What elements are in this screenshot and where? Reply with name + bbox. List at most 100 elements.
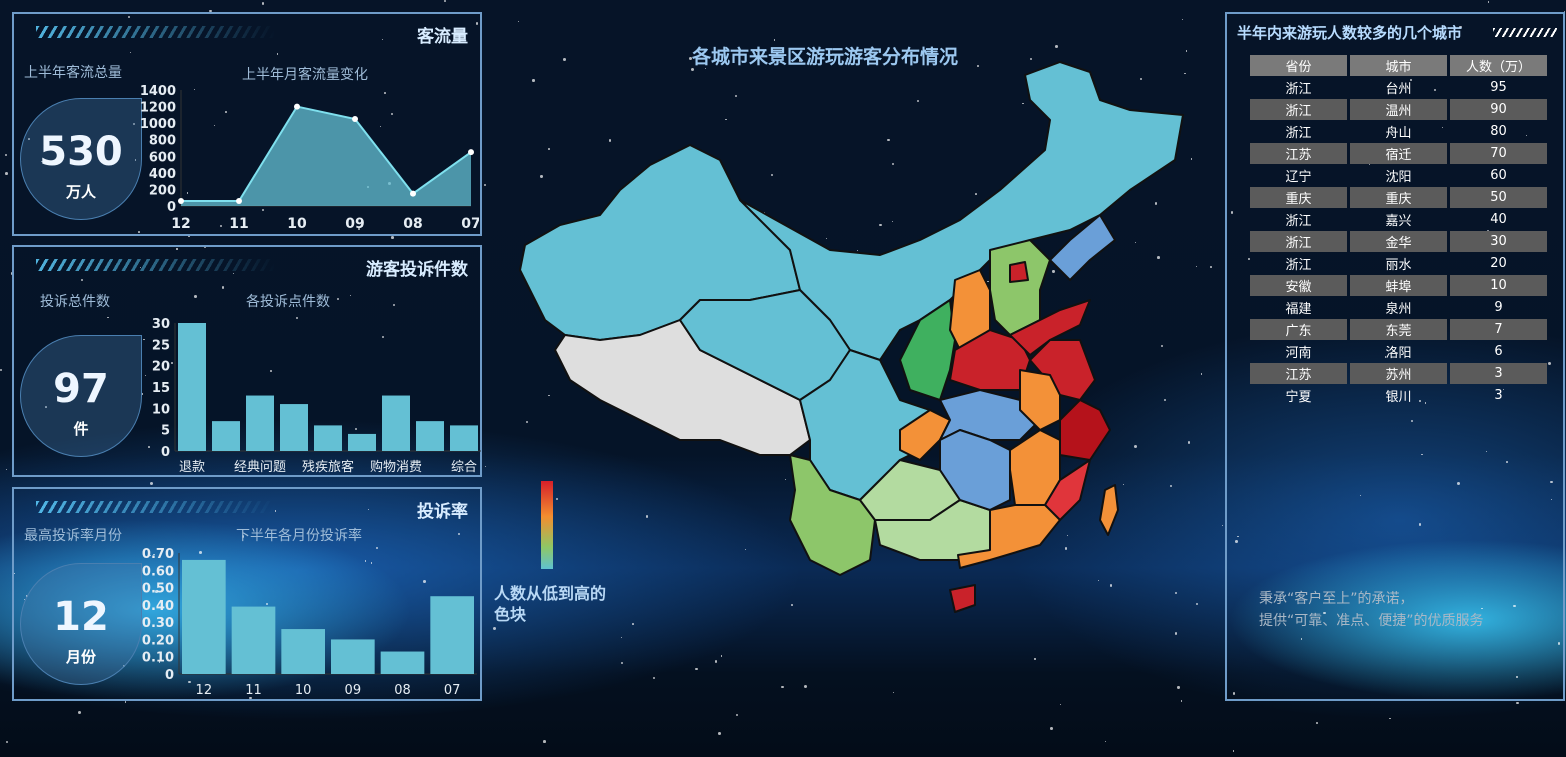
table-row: 浙江 嘉兴 40 (1250, 209, 1547, 230)
map-title: 各城市来景区游玩游客分布情况 (691, 46, 958, 68)
star (1175, 592, 1178, 595)
data-point (294, 103, 300, 110)
stripe-decoration (36, 26, 276, 38)
star (155, 589, 158, 593)
star (799, 59, 802, 62)
table-cell: 广东 (1250, 319, 1347, 340)
data-point (236, 198, 242, 205)
total-value: 97 (53, 366, 109, 412)
star (987, 280, 989, 283)
total-value: 530 (39, 129, 123, 175)
table-cell: 沈阳 (1385, 170, 1412, 185)
star (1022, 102, 1024, 105)
star (856, 250, 858, 252)
star (1195, 602, 1198, 605)
table-row: 浙江 丽水 20 (1250, 253, 1547, 274)
star (1170, 484, 1173, 487)
table-row: 浙江 金华 30 (1250, 231, 1547, 252)
star (1411, 419, 1414, 422)
table-title: 半年内来游玩人数较多的几个城市 (1237, 24, 1463, 42)
bar (331, 639, 375, 674)
star (1512, 604, 1516, 608)
total-label: 上半年客流总量 (24, 65, 122, 81)
star (432, 266, 435, 269)
star (423, 580, 427, 584)
bar (182, 559, 226, 674)
star (149, 554, 151, 557)
x-tick-label: 10 (287, 216, 307, 232)
table-cell: 30 (1450, 231, 1547, 252)
x-tick-label: 09 (345, 683, 362, 698)
star (107, 317, 109, 319)
total-unit: 万人 (65, 183, 96, 201)
star (770, 174, 773, 177)
y-tick-label: 0.60 (142, 564, 174, 579)
y-tick-label: 0.70 (142, 547, 174, 562)
star (1133, 445, 1137, 449)
province-guangdong (957, 504, 1061, 569)
slogan-line-2: 提供“可靠、准点、便捷”的优质服务 (1259, 613, 1484, 629)
table-cell: 福建 (1285, 302, 1312, 317)
table-cell: 40 (1490, 212, 1507, 227)
star (1050, 727, 1053, 731)
table-cell: 7 (1450, 319, 1547, 340)
complaints-panel: 游客投诉件数 投诉总件数 各投诉点件数 97 件 30 25 20 15 10 5 0 退款 经… (12, 245, 482, 477)
bar (380, 651, 425, 674)
star (525, 421, 528, 424)
slogan-line-1: 秉承“客户至上”的承诺， (1259, 591, 1414, 607)
star (364, 560, 367, 562)
slogan: 秉承“客户至上”的承诺， 提供“可靠、准点、便捷”的优质服务 (1259, 588, 1484, 632)
table-cell: 浙江 (1285, 214, 1312, 229)
bar (416, 421, 444, 451)
star (540, 175, 543, 178)
table-cell: 浙江 (1250, 231, 1347, 252)
star (1154, 201, 1158, 205)
table-cell: 9 (1494, 300, 1503, 315)
panel-title: 游客投诉件数 (366, 260, 468, 280)
star (483, 183, 486, 186)
star (543, 739, 546, 743)
table-cell: 江苏 (1250, 143, 1347, 164)
rate-bar-chart: 0.70 0.60 0.50 0.40 0.30 0.20 0.10 0 12 11 10 09 08 0… (142, 547, 477, 698)
star (609, 139, 612, 142)
bar (314, 425, 342, 451)
province-zhejiang (1059, 399, 1111, 461)
star (360, 224, 364, 227)
x-tick-label: 10 (295, 683, 312, 698)
total-unit: 件 (73, 420, 89, 438)
star (1235, 539, 1238, 543)
star (153, 553, 156, 556)
star (1109, 584, 1113, 587)
star (804, 684, 807, 688)
table-cell: 浙江 (1285, 258, 1312, 273)
star (1140, 78, 1143, 81)
star (1418, 399, 1421, 402)
province-hubei (939, 389, 1041, 441)
star (141, 393, 144, 395)
table-row: 广东 东莞 7 (1250, 319, 1547, 340)
star (773, 39, 776, 41)
star (1248, 258, 1250, 261)
star (1232, 692, 1235, 695)
star (1459, 25, 1462, 29)
column-header: 人数（万） (1450, 55, 1547, 76)
y-tick-label: 0 (165, 668, 174, 683)
star (1029, 57, 1032, 60)
star (763, 211, 765, 213)
star (1516, 676, 1518, 678)
x-tick-label: 11 (229, 216, 248, 232)
total-label: 投诉总件数 (40, 294, 110, 310)
table-cell: 洛阳 (1385, 346, 1412, 361)
star (400, 465, 402, 468)
star (532, 79, 535, 82)
star (219, 224, 222, 228)
table-cell: 3 (1494, 388, 1503, 403)
table-cell: 台州 (1385, 82, 1412, 97)
table-cell: 舟山 (1385, 126, 1412, 141)
table-cell: 宁夏 (1285, 390, 1312, 405)
table-cell: 60 (1490, 168, 1507, 183)
data-point (410, 190, 416, 197)
star (1481, 607, 1484, 610)
x-tick-label: 12 (171, 216, 190, 232)
star (269, 370, 272, 372)
